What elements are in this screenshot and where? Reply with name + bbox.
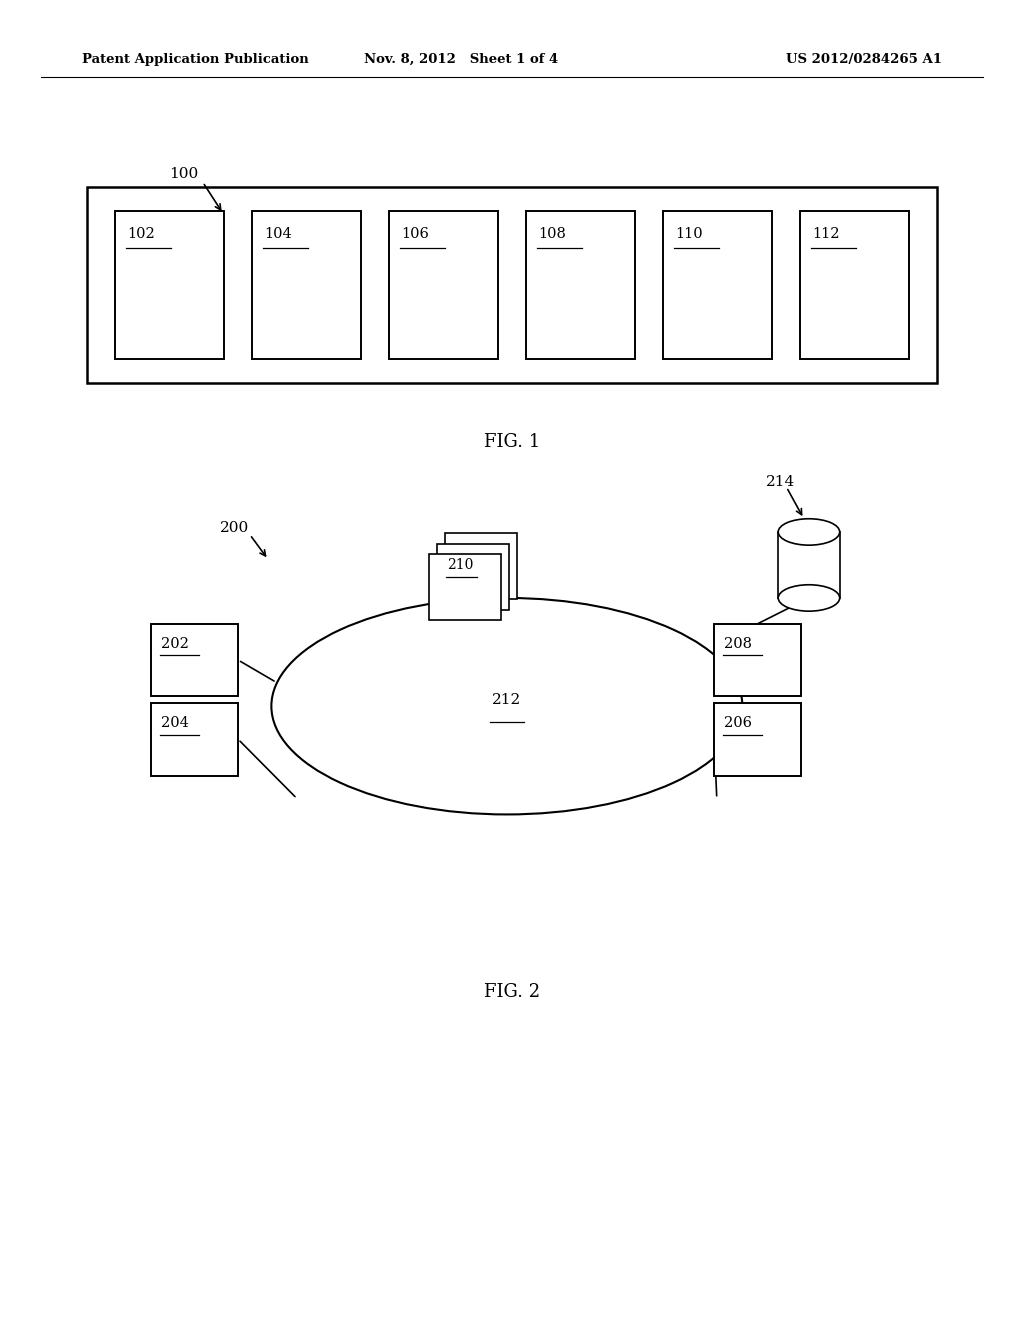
Text: 100: 100 [169,168,199,181]
Text: 208: 208 [725,638,753,651]
Bar [429,554,501,620]
Text: Patent Application Publication: Patent Application Publication [82,53,308,66]
Bar [715,624,801,697]
Bar [252,211,361,359]
Bar [87,187,937,383]
Bar [389,211,499,359]
Bar [715,702,801,776]
Bar [778,532,840,598]
Text: 200: 200 [220,521,250,535]
Text: Nov. 8, 2012   Sheet 1 of 4: Nov. 8, 2012 Sheet 1 of 4 [364,53,558,66]
Text: 206: 206 [725,715,753,730]
Ellipse shape [778,585,840,611]
Text: FIG. 2: FIG. 2 [484,983,540,1002]
Bar [445,533,517,599]
Text: 210: 210 [447,558,474,573]
Text: 112: 112 [812,227,840,242]
Bar [663,211,772,359]
Bar [152,624,238,697]
Text: 108: 108 [538,227,566,242]
Text: 106: 106 [401,227,429,242]
Ellipse shape [778,519,840,545]
Text: 202: 202 [162,638,189,651]
Bar [525,211,635,359]
Text: 212: 212 [493,693,521,706]
Bar [437,544,509,610]
Text: US 2012/0284265 A1: US 2012/0284265 A1 [786,53,942,66]
Text: 214: 214 [766,475,796,488]
Bar [115,211,224,359]
Text: FIG. 1: FIG. 1 [484,433,540,451]
Text: 102: 102 [127,227,155,242]
Bar [800,211,909,359]
Text: 104: 104 [264,227,292,242]
Bar [152,702,238,776]
Text: 110: 110 [675,227,702,242]
Ellipse shape [271,598,742,814]
Text: 204: 204 [162,715,189,730]
